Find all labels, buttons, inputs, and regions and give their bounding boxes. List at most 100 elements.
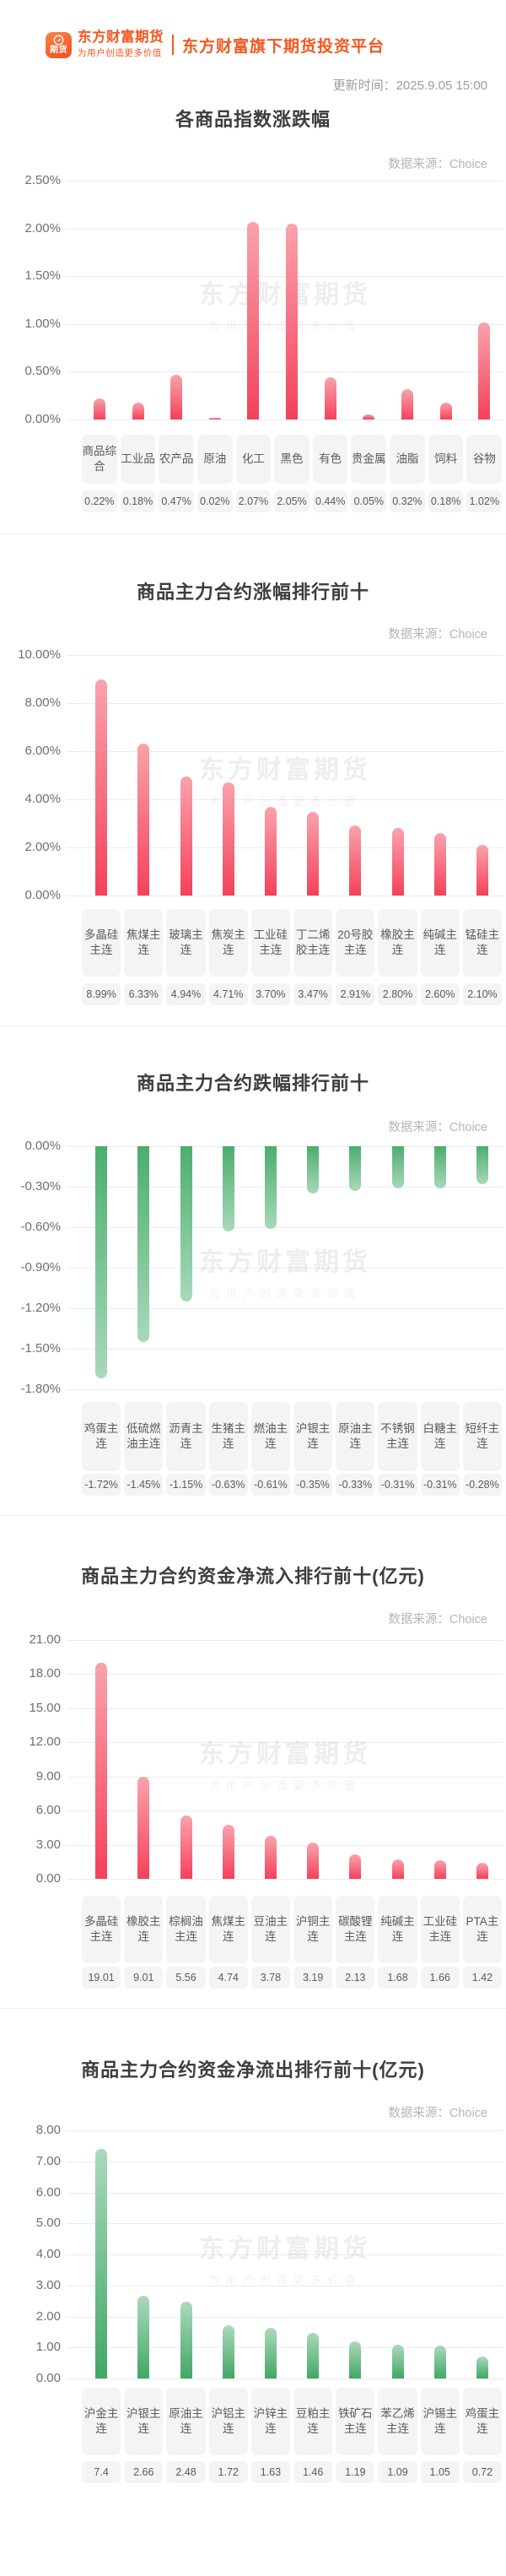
chart-bar xyxy=(363,414,375,419)
section-divider xyxy=(0,1515,506,1516)
chart-bar xyxy=(95,1662,108,1879)
watermark-brand: 东方财富期货 xyxy=(199,756,371,784)
y-axis-tick-label: -0.30% xyxy=(20,1179,61,1193)
gridline xyxy=(67,1844,503,1846)
value-badge: 1.66 xyxy=(420,1967,460,1989)
category-badge: 白糖主连 xyxy=(420,1402,460,1471)
gridline xyxy=(67,1349,503,1350)
value-badge: 3.19 xyxy=(293,1967,333,1989)
watermark-brand: 东方财富期货 xyxy=(199,281,371,309)
value-badge: -0.33% xyxy=(336,1474,375,1496)
category-badge: PTA主连 xyxy=(462,1896,503,1963)
value-badge: 2.10% xyxy=(462,983,503,1005)
gridline xyxy=(67,1187,503,1188)
chart-title: 各商品指数涨跌幅 xyxy=(175,109,331,130)
value-badge: 1.68 xyxy=(378,1967,417,1989)
gridline xyxy=(67,751,503,752)
category-badge: 商品综合 xyxy=(82,435,117,484)
y-axis-tick-label: 10.00% xyxy=(18,647,61,662)
gridline xyxy=(67,1742,503,1744)
value-badge: 3.70% xyxy=(250,983,291,1005)
category-label-row: 商品综合 工业品 农产品 原油 化工 黑色 有色 贵金属 油脂 饲料 谷物 xyxy=(80,435,503,484)
category-badge: 碳酸锂主连 xyxy=(336,1896,375,1963)
y-axis-tick-label: 21.00 xyxy=(29,1632,61,1647)
value-badge: 0.05% xyxy=(351,490,387,512)
value-label-row: -1.72% -1.45% -1.15% -0.63% -0.61% -0.35% -0.3… xyxy=(80,1474,503,1496)
value-badge: -0.31% xyxy=(420,1474,460,1496)
gridline xyxy=(67,371,503,373)
chart-bar xyxy=(180,777,192,896)
category-badge: 多晶硅主连 xyxy=(82,909,121,977)
category-badge: 沪锡主连 xyxy=(420,2388,460,2455)
chart-bar xyxy=(137,2296,150,2378)
category-badge: 不锈钢主连 xyxy=(378,1402,417,1471)
chart-bar xyxy=(349,1146,362,1191)
value-badge: 2.05% xyxy=(274,490,310,512)
value-badge: -0.31% xyxy=(378,1474,417,1496)
value-badge: 4.94% xyxy=(166,983,206,1005)
logo-badge-text: 期货 xyxy=(50,46,67,56)
gridline xyxy=(67,323,503,325)
gridline xyxy=(67,847,503,848)
y-axis-tick-label: -1.80% xyxy=(20,1382,61,1396)
category-badge: 橡胶主连 xyxy=(124,1896,164,1963)
category-badge: 苯乙烯主连 xyxy=(378,2388,417,2455)
chart-bar xyxy=(93,398,105,419)
chart-bar xyxy=(222,782,234,896)
value-badge: 3.78 xyxy=(250,1967,291,1989)
update-time: 更新时间：2025.9.05 15:00 xyxy=(332,78,487,93)
category-badge: 生猪主连 xyxy=(208,1402,248,1471)
chart-bar xyxy=(264,1146,277,1229)
y-axis-tick-label: 2.00% xyxy=(24,220,61,235)
chart-bar xyxy=(391,2344,404,2378)
chart-bar xyxy=(349,825,362,896)
category-badge: 沪铜主连 xyxy=(293,1896,333,1963)
value-badge: -1.15% xyxy=(166,1474,206,1496)
y-axis-tick-label: 15.00 xyxy=(29,1700,61,1715)
y-axis-tick-label: -1.20% xyxy=(20,1301,61,1315)
y-axis-tick-label: 3.00 xyxy=(35,1837,61,1852)
gridline xyxy=(67,1227,503,1228)
brand-name: 东方财富期货 xyxy=(78,30,164,45)
chart-bar xyxy=(180,1146,192,1302)
category-label-row: 鸡蛋主连 低硫燃油主连 沥青主连 生猪主连 燃油主连 沪银主连 原油主连 不锈钢主连 白糖主连短… xyxy=(80,1402,503,1471)
data-source-label: 数据来源：Choice xyxy=(388,2107,487,2120)
gridline xyxy=(67,1674,503,1675)
header: 期货 东方财富期货 为用户创造更多价值 东方财富旗下期货投资平台 xyxy=(46,30,385,59)
y-axis-tick-label: 4.00% xyxy=(24,792,61,806)
value-badge: 0.44% xyxy=(312,490,348,512)
category-badge: 短纤主连 xyxy=(462,1402,503,1471)
category-badge: 沪锌主连 xyxy=(250,2388,291,2455)
chart-bar xyxy=(264,1836,277,1879)
value-badge: -0.63% xyxy=(208,1474,248,1496)
data-source-label: 数据来源：Choice xyxy=(388,1613,487,1626)
category-badge: 谷物 xyxy=(466,435,503,484)
value-badge: 19.01 xyxy=(82,1967,121,1989)
chart-bar xyxy=(264,806,277,896)
category-badge: 橡胶主连 xyxy=(378,909,417,977)
gridline xyxy=(67,1640,503,1641)
gridline xyxy=(67,1146,503,1147)
y-axis-tick-label: 6.00% xyxy=(24,744,61,758)
category-badge: 锰硅主连 xyxy=(462,909,503,977)
gridline xyxy=(67,419,503,420)
gridline xyxy=(67,799,503,800)
value-badge: 0.72 xyxy=(462,2461,503,2483)
header-divider xyxy=(172,35,174,56)
chart-bar xyxy=(286,223,298,419)
chart-bar xyxy=(170,374,183,419)
value-badge: -0.28% xyxy=(462,1474,503,1496)
y-axis-tick-label: 8.00% xyxy=(24,695,61,710)
y-axis-tick-label: 2.00% xyxy=(24,840,61,854)
gridline xyxy=(67,1707,503,1709)
y-axis-tick-label: 6.00 xyxy=(35,2184,61,2200)
watermark-slogan: 为用户创造更多价值 xyxy=(208,1779,361,1792)
brand-text-block: 东方财富期货 为用户创造更多价值 xyxy=(78,30,164,59)
y-axis-tick-label: -0.90% xyxy=(20,1260,61,1274)
y-axis-tick-label: 8.00 xyxy=(35,2123,61,2137)
chart-bar xyxy=(433,1859,446,1879)
category-badge: 工业品 xyxy=(120,435,156,484)
y-axis-tick-label: 7.00 xyxy=(35,2153,61,2168)
y-axis-tick-label: 2.00 xyxy=(35,2308,61,2324)
value-badge: 4.74 xyxy=(208,1967,248,1989)
